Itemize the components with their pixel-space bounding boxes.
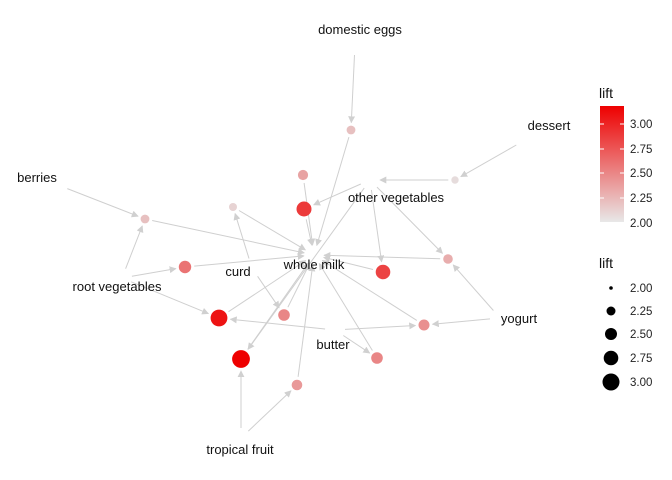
graph-edge — [315, 136, 350, 247]
size-legend-label-2-75: 2.75 — [630, 353, 652, 365]
size-legend-label-3-00: 3.00 — [630, 377, 652, 389]
color-legend-tick-2-00: 2.00 — [630, 218, 652, 230]
color-legend-tick-2-75: 2.75 — [630, 144, 652, 156]
color-legend-tick-2-50: 2.50 — [630, 168, 652, 180]
rule-node — [278, 309, 290, 321]
item-label-dessert: dessert — [528, 118, 571, 133]
size-legend-title: lift — [599, 255, 613, 271]
rule-node — [229, 203, 237, 211]
graph-edge — [321, 259, 418, 321]
item-label-domestic-eggs: domestic eggs — [318, 22, 402, 37]
graph-edge — [238, 210, 307, 251]
item-label-other-vegetables: other vegetables — [348, 190, 445, 205]
rule-node — [346, 125, 356, 135]
rule-node — [418, 319, 430, 331]
item-label-curd: curd — [225, 264, 250, 279]
size-legend-dot-2-25 — [606, 306, 616, 316]
rule-node — [371, 352, 383, 364]
graph-edge — [344, 322, 417, 330]
graph-edge — [323, 251, 441, 260]
graph-edge — [376, 186, 443, 254]
rule-node — [443, 254, 453, 264]
size-legend-label-2-50: 2.50 — [630, 329, 652, 341]
graph-edge — [229, 316, 326, 330]
item-label-butter: butter — [316, 337, 350, 352]
graph-edge — [233, 212, 250, 259]
size-legend: lift 2.00 2.25 2.50 2.75 3.00 — [599, 255, 652, 391]
graph-edge — [313, 183, 362, 206]
item-label-tropical-fruit: tropical fruit — [206, 442, 274, 457]
graph-edge — [247, 390, 292, 432]
graph-edge — [343, 335, 371, 354]
graph-edge — [247, 187, 365, 350]
graph-edge — [125, 225, 144, 269]
graph-edge — [194, 252, 305, 267]
rule-node — [297, 169, 309, 181]
graph-edge — [131, 266, 177, 277]
graph-edge — [67, 188, 139, 218]
graph-edge — [460, 144, 517, 178]
size-legend-label-2-25: 2.25 — [630, 306, 652, 318]
color-legend: lift 3.00 2.75 2.50 2.25 2.00 — [599, 85, 652, 230]
graph-edge — [287, 263, 310, 308]
rule-node — [232, 350, 250, 368]
rule-node — [178, 260, 192, 274]
size-legend-dot-3-00 — [602, 373, 620, 391]
item-labels: domestic eggs dessert berries other vege… — [17, 22, 571, 457]
item-label-yogurt: yogurt — [501, 311, 538, 326]
graph-edge — [431, 318, 491, 328]
graph-edge — [297, 264, 316, 377]
graph-edge — [370, 189, 385, 263]
color-legend-title: lift — [599, 85, 613, 101]
graph-edge — [152, 220, 305, 256]
size-legend-dot-2-50 — [605, 328, 617, 340]
rule-node — [210, 309, 228, 327]
item-label-berries: berries — [17, 170, 57, 185]
size-legend-dot-2-00 — [609, 286, 613, 290]
color-legend-tick-3-00: 3.00 — [630, 119, 652, 131]
graph-edge — [257, 276, 280, 309]
rule-node — [291, 379, 303, 391]
graph-edge — [318, 262, 373, 351]
graph-edge — [323, 255, 374, 270]
graph-edge — [348, 54, 356, 124]
rule-nodes — [140, 125, 459, 391]
color-legend-bar — [600, 106, 624, 222]
graph-edge — [131, 281, 210, 315]
color-legend-tick-2-25: 2.25 — [630, 193, 652, 205]
rule-node — [140, 214, 150, 224]
size-legend-label-2-00: 2.00 — [630, 283, 652, 295]
item-label-root-vegetables: root vegetables — [73, 279, 162, 294]
rule-node — [375, 264, 391, 280]
item-label-whole-milk: whole milk — [283, 257, 345, 272]
rule-node — [296, 201, 312, 217]
graph-edges — [67, 54, 517, 432]
graph-edge — [228, 260, 307, 313]
rule-node — [451, 176, 459, 184]
graph-edge — [452, 264, 494, 311]
size-legend-dot-2-75 — [603, 350, 619, 366]
